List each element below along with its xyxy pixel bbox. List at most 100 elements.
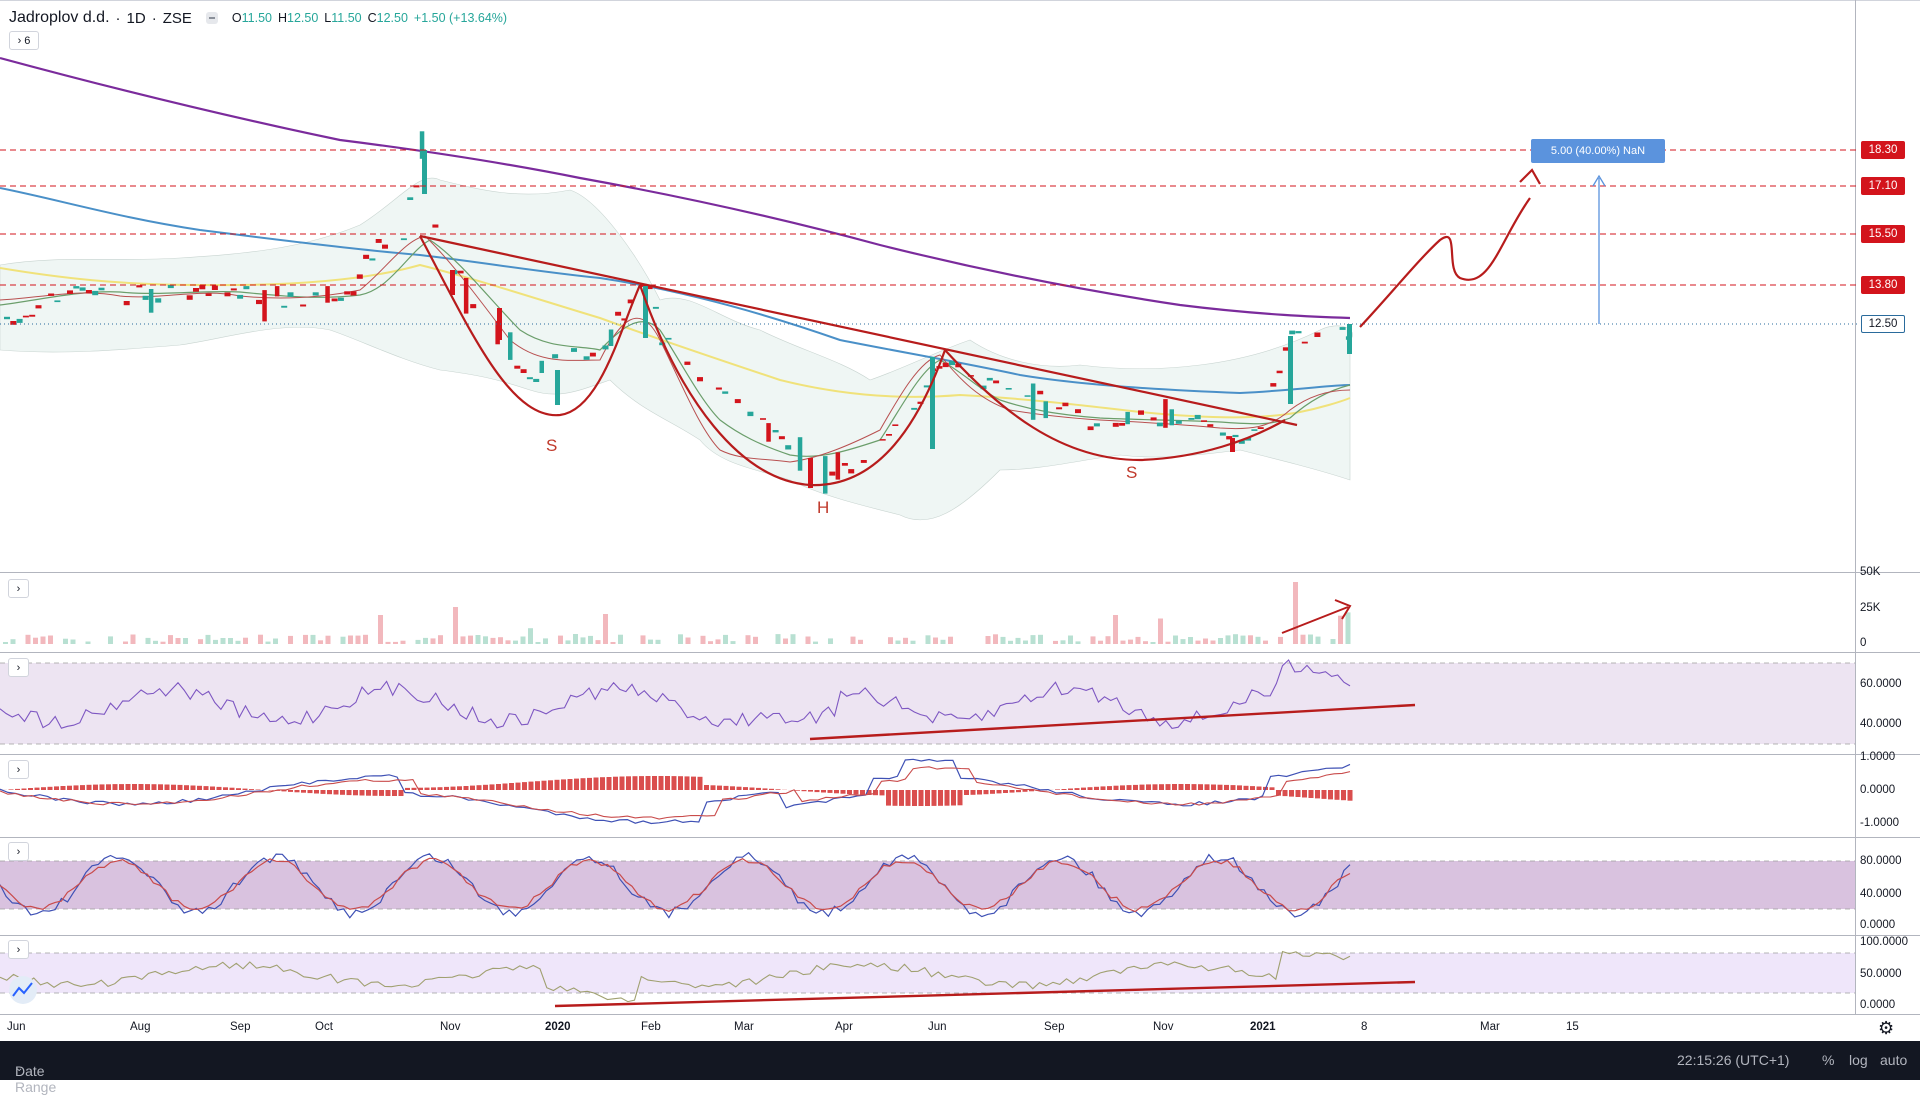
price-tag-level: 15.50 [1861, 225, 1905, 243]
volume-bar [723, 635, 728, 644]
candle [256, 300, 262, 304]
time-tick: Mar [734, 1021, 754, 1033]
macd-bar [1289, 790, 1294, 797]
volume-bar [326, 636, 331, 644]
time-tick: Apr [835, 1021, 853, 1033]
macd-bar [1231, 785, 1236, 790]
candle [836, 452, 841, 479]
candle [552, 354, 558, 358]
chevron-right-icon: › [17, 583, 21, 595]
macd-bar [633, 776, 638, 790]
volume-bar [1136, 637, 1141, 644]
volume-bar [146, 638, 151, 644]
symbol-name[interactable]: Jadroplov d.d. [9, 9, 110, 27]
volume-bar [401, 641, 406, 644]
volume-bar [266, 642, 271, 644]
volume-bar [461, 636, 466, 644]
candle [86, 290, 92, 293]
candle [48, 294, 54, 296]
volume-bar [926, 635, 931, 644]
volume-bar [71, 640, 76, 645]
volume-axis-label: 50K [1860, 566, 1880, 578]
candle [313, 292, 319, 295]
volume-bar [1293, 582, 1298, 644]
candle [1188, 418, 1194, 420]
candle [1289, 331, 1295, 335]
macd-bar [659, 776, 664, 790]
candle [949, 361, 955, 365]
macd-axis-label: 1.0000 [1860, 751, 1895, 763]
volume-bar [393, 642, 398, 644]
candle [861, 460, 867, 463]
candle [288, 292, 294, 297]
macd-bar [899, 790, 904, 806]
candle [325, 286, 330, 303]
chevron-right-icon: › [18, 35, 25, 47]
candle [199, 285, 205, 289]
candle [697, 377, 703, 381]
auto-toggle[interactable]: auto [1880, 1052, 1907, 1068]
candle [930, 357, 935, 449]
macd-collapse-button[interactable]: › [8, 760, 29, 779]
volume-bar [48, 636, 53, 645]
macd-bar [1179, 784, 1184, 790]
macd-bar [1081, 788, 1086, 790]
candle [571, 348, 577, 352]
candle [684, 362, 690, 365]
volume-axis-label: 25K [1860, 602, 1880, 614]
osc4-collapse-button[interactable]: › [8, 940, 29, 959]
time-tick: Feb [641, 1021, 661, 1033]
macd-bar [698, 777, 703, 790]
macd-bar [678, 776, 683, 790]
volume-bar [468, 636, 473, 644]
candle [823, 456, 828, 494]
clock[interactable]: 22:15:26 (UTC+1) [1677, 1052, 1789, 1068]
volume-collapse-button[interactable]: › [8, 579, 29, 598]
candle [555, 370, 560, 405]
candle [1296, 331, 1302, 333]
macd-bar [236, 788, 241, 790]
candle [892, 424, 898, 426]
legend-toggle-icon[interactable] [206, 12, 218, 24]
macd-bar [1088, 787, 1093, 790]
candle [338, 298, 344, 301]
macd-bar [379, 790, 384, 796]
candle [54, 300, 60, 302]
volume-bar [581, 637, 586, 644]
volume-bar [1241, 636, 1246, 644]
volume-bar [483, 636, 488, 644]
macd-bar [997, 790, 1002, 793]
volume-bar [941, 640, 946, 644]
osc1-collapse-button[interactable]: › [8, 658, 29, 677]
candle [584, 356, 590, 360]
volume-bar [491, 638, 496, 644]
macd-bar [516, 783, 521, 790]
macd-bar [1159, 784, 1164, 790]
macd-bar [477, 785, 482, 790]
macd-bar [1198, 784, 1203, 790]
stoch-collapse-button[interactable]: › [8, 842, 29, 861]
time-tick: Aug [130, 1021, 150, 1033]
candle [590, 353, 596, 357]
candle [1094, 423, 1100, 426]
macd-bar [860, 790, 865, 795]
measure-label[interactable]: 5.00 (40.00%) NaN [1531, 139, 1665, 163]
macd-bar [87, 785, 92, 790]
volume-bar [558, 636, 563, 644]
volume-bar [498, 637, 503, 644]
volume-bar [1211, 641, 1216, 645]
log-toggle[interactable]: log [1849, 1052, 1868, 1068]
candle [1195, 415, 1201, 419]
time-tick: Nov [1153, 1021, 1173, 1033]
percent-toggle[interactable]: % [1822, 1052, 1834, 1068]
volume-bar [783, 639, 788, 645]
volume-bar [273, 639, 278, 645]
macd-bar [815, 790, 820, 792]
macd-bar [399, 790, 404, 796]
interval[interactable]: 1D [127, 10, 146, 27]
indicators-toggle-button[interactable]: › 6 [9, 31, 39, 50]
candle [73, 286, 79, 288]
gear-icon[interactable]: ⚙ [1878, 1018, 1894, 1039]
macd-bar [204, 786, 209, 790]
macd-bar [717, 786, 722, 790]
